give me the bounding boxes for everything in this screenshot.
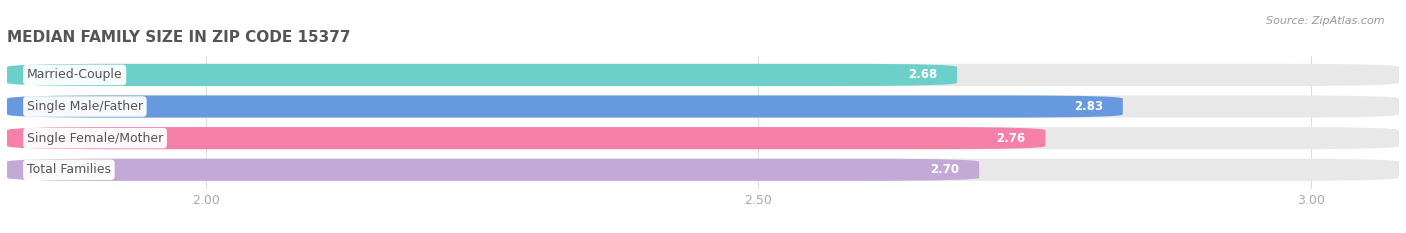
Text: MEDIAN FAMILY SIZE IN ZIP CODE 15377: MEDIAN FAMILY SIZE IN ZIP CODE 15377 — [7, 30, 350, 45]
Text: 2.76: 2.76 — [997, 132, 1025, 145]
FancyBboxPatch shape — [7, 159, 1399, 181]
Text: Total Families: Total Families — [27, 163, 111, 176]
Text: 2.83: 2.83 — [1074, 100, 1102, 113]
Text: Single Male/Father: Single Male/Father — [27, 100, 143, 113]
Text: Source: ZipAtlas.com: Source: ZipAtlas.com — [1267, 16, 1385, 26]
FancyBboxPatch shape — [7, 96, 1123, 118]
FancyBboxPatch shape — [7, 64, 1399, 86]
FancyBboxPatch shape — [7, 127, 1399, 149]
FancyBboxPatch shape — [7, 64, 957, 86]
FancyBboxPatch shape — [7, 96, 1399, 118]
FancyBboxPatch shape — [7, 127, 1046, 149]
Text: 2.68: 2.68 — [908, 69, 938, 81]
Text: Single Female/Mother: Single Female/Mother — [27, 132, 163, 145]
Text: 2.70: 2.70 — [931, 163, 959, 176]
Text: Married-Couple: Married-Couple — [27, 69, 122, 81]
FancyBboxPatch shape — [7, 159, 979, 181]
